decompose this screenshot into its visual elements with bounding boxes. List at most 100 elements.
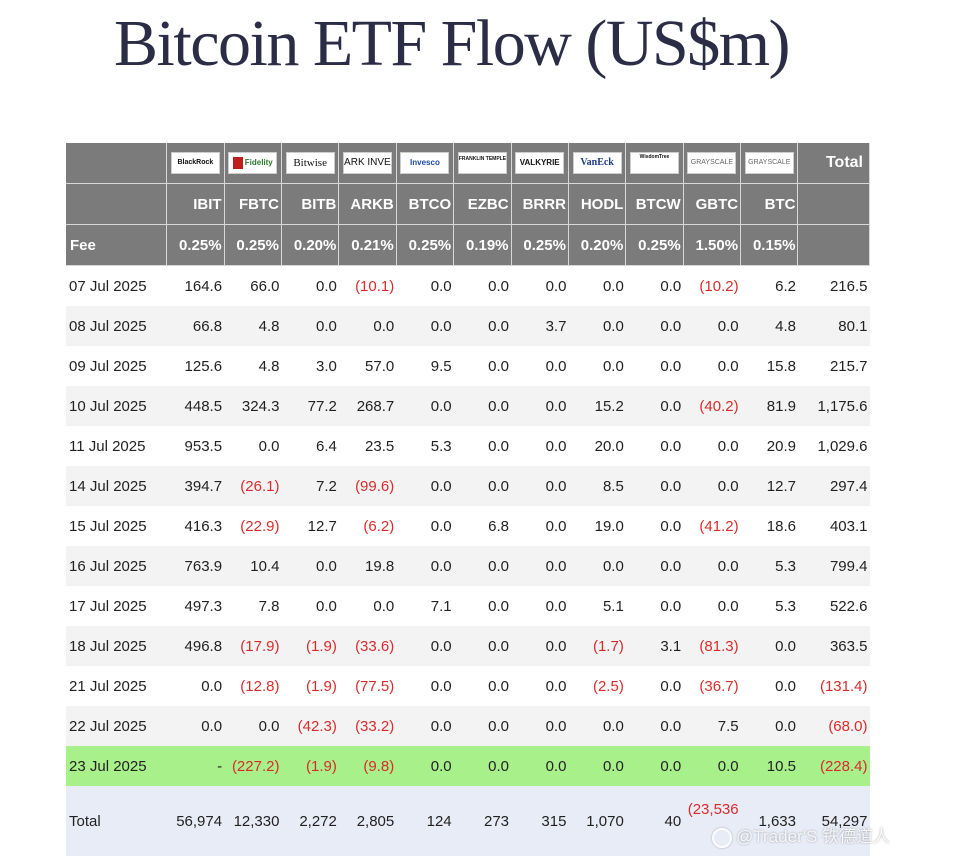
flow-cell: 0.0 (511, 746, 569, 786)
flow-cell: 4.8 (224, 306, 282, 346)
row-date: 18 Jul 2025 (66, 626, 167, 666)
row-date: 15 Jul 2025 (66, 506, 167, 546)
ticker-header: HODL (568, 183, 627, 225)
fee-value: 0.25% (396, 224, 455, 266)
ticker-header: BRRR (511, 183, 569, 225)
flow-cell: 5.3 (740, 546, 798, 586)
ticker-header: ARKB (338, 183, 397, 225)
flow-cell: (22.9) (224, 506, 282, 546)
flow-cell: (40.2) (683, 386, 741, 426)
flow-cell: 0.0 (166, 666, 225, 706)
table-row: 08 Jul 2025 66.8 4.8 0.0 0.0 0.0 0.0 3.7 0.0 0.0 0… (66, 306, 870, 346)
flow-cell: 0.0 (740, 706, 798, 746)
total-cell: 40 (625, 786, 684, 856)
flow-cell: 0.0 (511, 346, 569, 386)
table-row: 22 Jul 2025 0.0 0.0 (42.3) (33.2) 0.0 0.0 0.0 0.… (66, 706, 870, 746)
fee-value: 0.25% (224, 224, 282, 266)
row-total: (131.4) (797, 666, 870, 706)
flow-cell: 19.0 (568, 506, 626, 546)
flow-cell: 125.6 (166, 346, 225, 386)
grayscale-logo-btc: GRAYSCALE (744, 152, 794, 174)
flow-cell: 0.0 (396, 386, 454, 426)
flow-cell: 0.0 (453, 426, 512, 466)
flow-cell: 5.3 (396, 426, 454, 466)
row-total: 215.7 (797, 346, 870, 386)
row-total: 522.6 (797, 586, 870, 626)
row-date: 23 Jul 2025 (66, 746, 167, 786)
flow-cell: (26.1) (224, 466, 282, 506)
table-row: 18 Jul 2025 496.8 (17.9) (1.9) (33.6) 0.0 0.0 0… (66, 626, 870, 666)
flow-cell: 0.0 (338, 306, 397, 346)
flow-cell: 15.2 (568, 386, 626, 426)
flow-cell: 0.0 (625, 506, 684, 546)
row-date: 11 Jul 2025 (66, 426, 167, 466)
flow-cell: (9.8) (338, 746, 397, 786)
flow-cell: 7.2 (281, 466, 339, 506)
flow-cell: 0.0 (281, 586, 339, 626)
etf-flow-table: BlackRock Fidelity Bitwise ARK INVEST In… (66, 143, 870, 856)
row-total: 363.5 (797, 626, 870, 666)
fidelity-logo: Fidelity (228, 152, 278, 174)
flow-cell: (77.5) (338, 666, 397, 706)
flow-cell: 6.2 (740, 265, 798, 306)
flow-cell: 0.0 (683, 426, 741, 466)
total-cell: 12,330 (224, 786, 282, 856)
total-cell: 2,805 (338, 786, 397, 856)
flow-cell: 0.0 (740, 666, 798, 706)
watermark-logo-icon (712, 827, 732, 848)
flow-cell: 0.0 (683, 306, 741, 346)
flow-cell: 0.0 (281, 306, 339, 346)
flow-cell: (33.6) (338, 626, 397, 666)
total-cell: (23,536 (683, 786, 741, 856)
flow-cell: 6.4 (281, 426, 339, 466)
table-row: 21 Jul 2025 0.0 (12.8) (1.9) (77.5) 0.0 0.0 0.0… (66, 666, 870, 706)
flow-cell: 5.1 (568, 586, 626, 626)
flow-cell: (1.9) (281, 746, 339, 786)
flow-cell: 0.0 (396, 666, 454, 706)
table-row: 10 Jul 2025 448.5 324.3 77.2 268.7 0.0 0.0 0.0 1… (66, 386, 870, 426)
fee-value: 0.25% (625, 224, 684, 266)
flow-cell: 19.8 (338, 546, 397, 586)
flow-cell: (17.9) (224, 626, 282, 666)
corner-cell (66, 143, 168, 184)
flow-cell: 77.2 (281, 386, 339, 426)
fee-value: 0.25% (166, 224, 225, 266)
flow-cell: 0.0 (625, 746, 684, 786)
flow-cell: (1.7) (568, 626, 626, 666)
total-row: Total 56,974 12,330 2,272 2,805 124 273 315 1,07… (66, 786, 870, 856)
flow-cell: 4.8 (740, 306, 798, 346)
flow-cell: 0.0 (224, 426, 282, 466)
flow-cell: 0.0 (511, 466, 569, 506)
flow-cell: 268.7 (338, 386, 397, 426)
valkyrie-logo: VALKYRIE (515, 152, 565, 174)
ticker-header: BTCO (396, 183, 455, 225)
flow-cell: 0.0 (453, 265, 512, 306)
flow-cell: 0.0 (396, 265, 454, 306)
flow-cell: 0.0 (625, 306, 684, 346)
table-row: 15 Jul 2025 416.3 (22.9) 12.7 (6.2) 0.0 6.8 0.0… (66, 506, 870, 546)
flow-cell: 0.0 (396, 706, 454, 746)
watermark: @Trader'S 铁德道人 (712, 822, 890, 848)
flow-cell: 0.0 (568, 306, 626, 346)
flow-cell: 12.7 (740, 466, 798, 506)
flow-cell: 953.5 (166, 426, 225, 466)
flow-cell: 0.0 (511, 265, 569, 306)
flow-cell: 0.0 (511, 626, 569, 666)
total-cell: 124 (396, 786, 454, 856)
flow-cell: 0.0 (396, 746, 454, 786)
fee-value: 0.25% (511, 224, 569, 266)
flow-cell: 0.0 (453, 546, 512, 586)
flow-cell: 416.3 (166, 506, 225, 546)
flow-cell: 0.0 (625, 426, 684, 466)
flow-cell: 6.8 (453, 506, 512, 546)
total-header: Total (797, 143, 870, 184)
flow-cell: 0.0 (281, 265, 339, 306)
invesco-logo: Invesco (400, 152, 450, 174)
flow-cell: (36.7) (683, 666, 741, 706)
flow-cell: 0.0 (625, 346, 684, 386)
fee-value: 0.20% (281, 224, 340, 266)
row-total: 80.1 (797, 306, 870, 346)
ticker-header: BTC (740, 183, 799, 225)
total-cell: 1,070 (568, 786, 626, 856)
ticker-total-empty (797, 183, 870, 225)
